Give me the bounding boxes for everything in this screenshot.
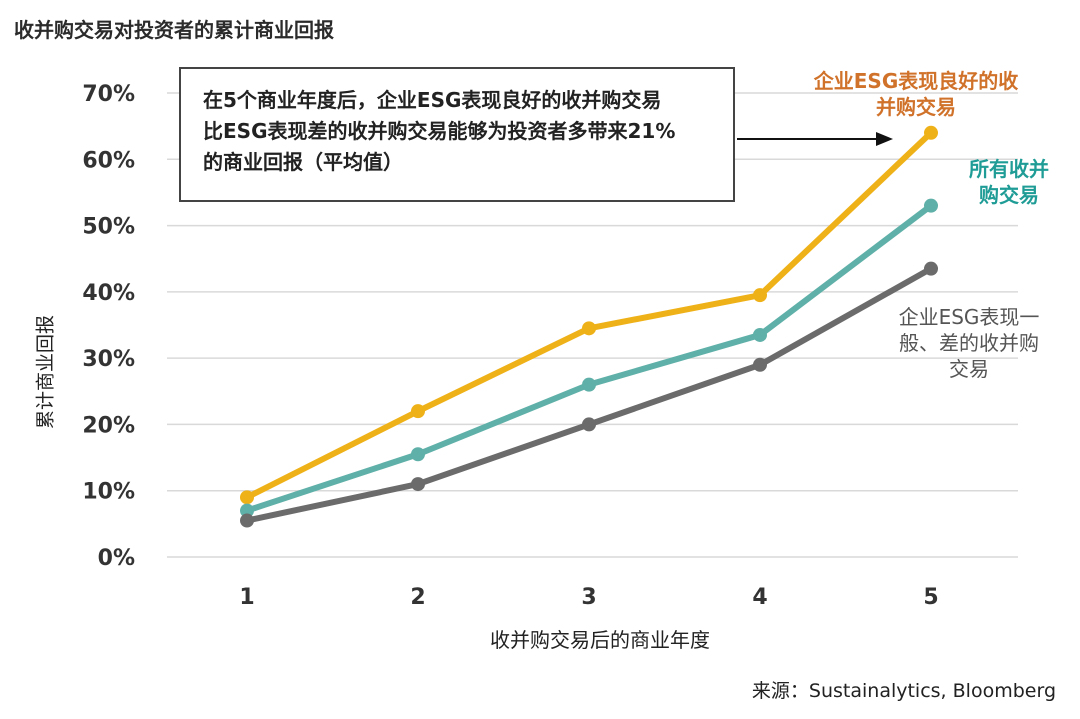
x-axis-title: 收并购交易后的商业年度 [490,628,710,652]
series-label-good-line-2: 并购交易 [876,95,956,119]
annotation-line-1: 在5个商业年度后，企业ESG表现良好的收并购交易 [203,88,662,112]
line-poor [244,265,934,524]
y-tick-label-0: 0% [98,546,135,571]
y-tick-label-40: 40% [82,281,135,306]
x-tick-label-2: 2 [410,585,425,610]
series-label-poor-line-2: 般、差的收并购 [899,331,1039,355]
y-tick-label-60: 60% [82,148,135,173]
y-tick-label-30: 30% [82,347,135,372]
x-tick-label-5: 5 [923,585,938,610]
chart-title: 收并购交易对投资者的累计商业回报 [14,18,334,42]
point-all-4 [753,327,767,342]
point-all-2 [411,447,425,462]
annotation-arrow-head [876,132,893,146]
point-poor-4 [753,357,767,372]
point-all-1 [240,503,254,518]
y-tick-label-20: 20% [82,413,135,438]
series-label-poor-line-1: 企业ESG表现一 [898,305,1040,329]
series-label-good-line-1: 企业ESG表现良好的收 [813,69,1019,93]
series-label-all: 所有收并 购交易 [950,156,1068,208]
point-poor-3 [582,417,596,432]
series-label-poor-line-3: 交易 [949,357,989,381]
source-note: 来源：Sustainalytics, Bloomberg [751,680,1056,702]
y-tick-label-70: 70% [82,82,135,107]
point-poor-1 [240,513,254,528]
point-good-1 [240,490,254,505]
point-good-2 [411,404,425,419]
point-poor-5 [924,261,938,276]
x-tick-label-4: 4 [752,585,767,610]
annotation-line-2: 比ESG表现差的收并购交易能够为投资者多带来21% [203,119,676,143]
x-tick-label-1: 1 [239,585,254,610]
series-label-poor: 企业ESG表现一 般、差的收并购 交易 [884,304,1054,382]
annotation-line-3: 的商业回报（平均值） [203,150,403,174]
point-good-5 [924,125,938,140]
y-tick-label-10: 10% [82,480,135,505]
point-all-5 [924,198,938,213]
series-label-good: 企业ESG表现良好的收 并购交易 [800,68,1032,120]
y-axis-title: 累计商业回报 [34,314,57,430]
series-label-all-line-2: 购交易 [979,183,1039,207]
annotation-box: 在5个商业年度后，企业ESG表现良好的收并购交易 比ESG表现差的收并购交易能够… [179,67,735,202]
point-good-4 [753,288,767,303]
point-all-3 [582,377,596,392]
x-tick-label-3: 3 [581,585,596,610]
series-label-all-line-1: 所有收并 [969,157,1049,181]
point-poor-2 [411,477,425,492]
point-good-3 [582,321,596,336]
y-tick-label-50: 50% [82,215,135,240]
